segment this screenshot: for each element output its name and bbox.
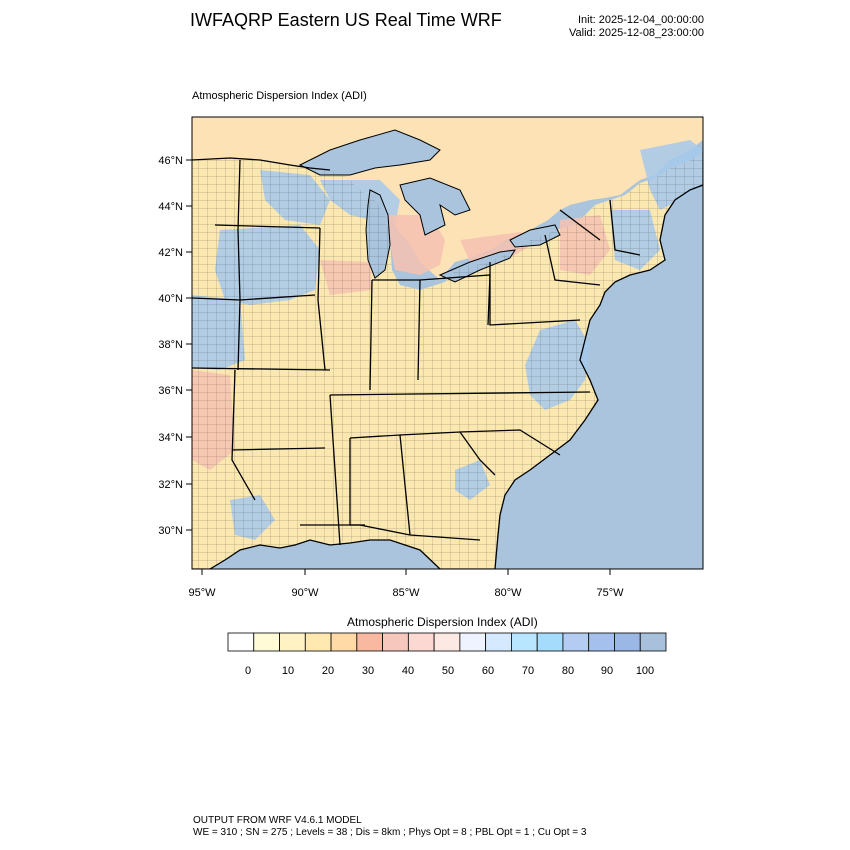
legend-tick-label: 50 — [442, 665, 454, 677]
legend-swatch — [279, 632, 306, 652]
legend-tick-label: 100 — [636, 665, 654, 677]
lat-label: 34°N — [158, 432, 183, 444]
legend-swatch — [485, 632, 512, 652]
legend-tick-label: 80 — [562, 665, 574, 677]
lake-huron — [399, 177, 471, 236]
lat-label: 38°N — [158, 339, 183, 351]
legend-swatch — [253, 632, 280, 652]
legend-swatch — [433, 632, 461, 652]
legend-title: Atmospheric Dispersion Index (ADI) — [347, 615, 538, 629]
legend-tick-label: 60 — [482, 665, 494, 677]
legend-swatch — [459, 632, 487, 652]
legend-swatch — [562, 632, 590, 652]
lat-label: 40°N — [158, 293, 183, 305]
coastline — [494, 184, 703, 569]
legend-swatch — [382, 632, 409, 652]
legend-tick-label: 10 — [282, 665, 294, 677]
legend-swatch — [511, 632, 538, 652]
legend-tick-label: 70 — [522, 665, 534, 677]
lat-label: 32°N — [158, 479, 183, 491]
map-frame-content — [192, 117, 703, 569]
lat-label: 36°N — [158, 385, 183, 397]
lat-label: 46°N — [158, 155, 183, 167]
legend-tick-label: 90 — [601, 665, 613, 677]
lon-label: 95°W — [188, 587, 216, 599]
legend-swatch — [588, 632, 615, 652]
valid-time: Valid: 2025-12-08_23:00:00 — [569, 27, 704, 39]
legend-swatch — [407, 632, 435, 652]
state-borders — [192, 157, 641, 546]
lat-ticks: 46°N 44°N 42°N 40°N 38°N 36°N 34°N 32°N 30°N — [158, 155, 192, 537]
lat-label: 30°N — [158, 525, 183, 537]
lon-label: 90°W — [291, 587, 319, 599]
lon-ticks: 95°W 90°W 85°W 80°W 75°W — [188, 569, 624, 599]
lon-label: 75°W — [596, 587, 624, 599]
legend-ticks: 0 10 20 30 40 50 60 70 80 90 100 — [245, 665, 654, 677]
map-frame — [191, 116, 704, 570]
lat-label: 44°N — [158, 201, 183, 213]
footer-config: WE = 310 ; SN = 275 ; Levels = 38 ; Dis … — [193, 827, 587, 838]
lat-label: 42°N — [158, 247, 183, 259]
legend-bar — [227, 632, 667, 652]
legend-swatch — [536, 632, 564, 652]
legend-tick-label: 20 — [322, 665, 334, 677]
legend-swatch — [330, 632, 358, 652]
footer-model: OUTPUT FROM WRF V4.6.1 MODEL — [193, 815, 362, 826]
legend-tick-label: 0 — [245, 665, 251, 677]
legend-swatch — [614, 632, 641, 652]
init-time: Init: 2025-12-04_00:00:00 — [578, 14, 704, 26]
page-title: IWFAQRP Eastern US Real Time WRF — [190, 10, 502, 30]
legend-swatch — [304, 632, 332, 652]
legend-tick-label: 40 — [402, 665, 414, 677]
lon-label: 80°W — [494, 587, 522, 599]
legend-tick-label: 30 — [362, 665, 374, 677]
map-subtitle: Atmospheric Dispersion Index (ADI) — [192, 90, 367, 102]
legend-swatch — [356, 632, 383, 652]
legend-swatch — [227, 632, 255, 652]
gulf-coastline — [209, 539, 441, 569]
legend-swatch — [639, 632, 667, 652]
lon-label: 85°W — [392, 587, 420, 599]
